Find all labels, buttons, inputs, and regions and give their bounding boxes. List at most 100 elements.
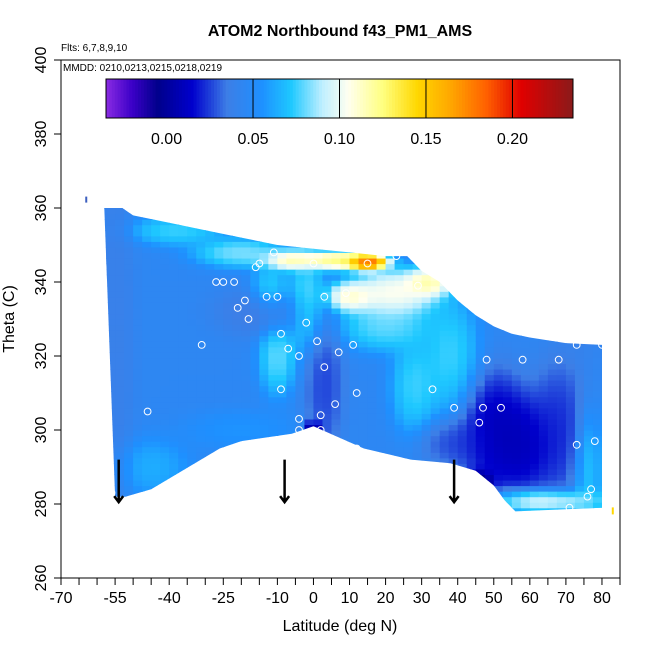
field-cell: [385, 335, 396, 342]
field-cell: [124, 352, 134, 359]
field-cell: [313, 468, 324, 475]
field-cell: [403, 341, 414, 348]
field-cell: [187, 391, 197, 398]
field-cell: [115, 307, 125, 315]
field-cell: [79, 280, 89, 286]
field-cell: [286, 213, 297, 220]
colorbar-cell: [231, 79, 235, 118]
field-cell: [376, 446, 387, 453]
field-cell: [250, 307, 260, 315]
sample-point: [277, 385, 285, 394]
field-cell: [611, 502, 621, 508]
field-cell: [493, 263, 504, 270]
field-cell: [367, 385, 378, 392]
field-cell: [538, 446, 549, 453]
field-cell: [547, 380, 558, 387]
field-cell: [277, 269, 288, 276]
field-cell: [611, 358, 621, 364]
field-cell: [565, 396, 576, 403]
field-cell: [250, 485, 260, 492]
field-cell: [457, 319, 468, 326]
field-cell: [259, 502, 269, 509]
field-cell: [439, 274, 450, 281]
field-cell: [547, 463, 558, 470]
field-cell: [214, 224, 224, 231]
field-cell: [187, 335, 197, 342]
field-cell: [268, 341, 278, 348]
field-cell: [160, 380, 170, 387]
field-cell: [313, 213, 324, 220]
field-cell: [529, 252, 540, 259]
field-cell: [322, 463, 333, 470]
field-cell: [349, 346, 360, 353]
field-cell: [475, 302, 486, 309]
field-cell: [286, 263, 297, 270]
field-cell: [304, 507, 315, 512]
field-cell: [574, 374, 585, 381]
field-cell: [611, 424, 621, 430]
field-cell: [133, 391, 143, 398]
field-cell: [565, 380, 576, 387]
field-cell: [214, 502, 224, 509]
field-cell: [574, 208, 585, 215]
field-cell: [331, 291, 342, 298]
field-cell: [259, 219, 269, 226]
field-cell: [313, 357, 324, 364]
field-cell: [611, 441, 621, 447]
field-cell: [583, 474, 594, 481]
colorbar-cell: [450, 79, 454, 118]
colorbar-cell: [193, 79, 197, 118]
field-cell: [385, 474, 396, 481]
field-cell: [457, 296, 468, 303]
field-cell: [502, 507, 513, 512]
field-cell: [349, 452, 360, 459]
field-cell: [358, 257, 369, 265]
field-cell: [529, 246, 540, 253]
colorbar-cell: [161, 79, 165, 118]
field-cell: [88, 491, 98, 497]
field-cell: [304, 363, 315, 370]
field-cell: [160, 457, 170, 464]
field-cell: [395, 191, 405, 197]
field-cell: [475, 263, 486, 270]
field-cell: [340, 441, 351, 448]
field-cell: [169, 224, 179, 231]
field-cell: [412, 435, 423, 442]
field-cell: [178, 502, 188, 509]
field-cell: [349, 407, 360, 414]
field-cell: [104, 368, 107, 376]
field-cell: [367, 357, 378, 364]
field-cell: [259, 246, 269, 253]
field-cell: [574, 485, 585, 492]
field-cell: [169, 307, 179, 315]
field-cell: [412, 446, 423, 453]
field-cell: [502, 263, 513, 270]
field-cell: [241, 208, 251, 209]
field-cell: [431, 513, 441, 519]
field-cell: [160, 313, 170, 320]
field-cell: [124, 507, 134, 512]
y-tick-label: 380: [33, 121, 50, 148]
sample-point: [392, 252, 401, 261]
field-cell: [151, 468, 161, 475]
field-cell: [250, 257, 260, 265]
field-cell: [611, 380, 621, 386]
field-cell: [565, 468, 576, 475]
field-cell: [565, 435, 576, 442]
field-cell: [223, 491, 233, 498]
colorbar-cell: [108, 79, 113, 118]
field-cell: [133, 269, 143, 276]
field-cell: [178, 319, 188, 326]
field-cell: [304, 324, 315, 331]
field-cell: [556, 313, 567, 320]
field-cell: [385, 380, 396, 387]
field-cell: [79, 258, 89, 264]
field-cell: [466, 330, 477, 337]
field-cell: [538, 479, 549, 487]
field-cell: [196, 407, 206, 414]
field-cell: [538, 418, 549, 426]
field-cell: [115, 246, 125, 253]
field-cell: [214, 507, 224, 512]
field-cell: [430, 479, 441, 487]
field-cell: [313, 507, 324, 512]
